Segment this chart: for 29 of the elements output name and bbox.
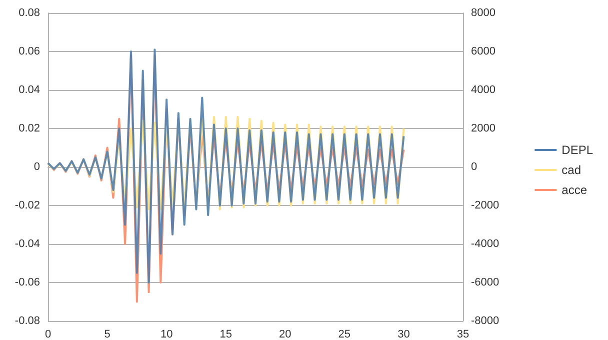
legend-label: DEPL xyxy=(562,143,594,157)
y2-tick-label: -6000 xyxy=(471,276,500,288)
x-tick-label: 20 xyxy=(279,328,292,340)
y2-tick-label: 4000 xyxy=(471,84,496,96)
x-tick-label: 25 xyxy=(338,328,351,340)
legend-label: cad xyxy=(562,163,582,177)
y-tick-label: 0.06 xyxy=(18,46,40,58)
y2-tick-label: -4000 xyxy=(471,238,500,250)
y-tick-label: 0 xyxy=(34,161,40,173)
x-tick-label: 15 xyxy=(220,328,232,340)
y-tick-label: 0.04 xyxy=(18,84,40,96)
y-tick-label: -0.02 xyxy=(14,200,40,212)
y2-tick-label: 2000 xyxy=(471,122,496,134)
y2-tick-label: 0 xyxy=(471,161,478,173)
y-tick-label: -0.08 xyxy=(14,315,40,327)
y2-tick-label: -8000 xyxy=(471,315,500,327)
x-tick-label: 0 xyxy=(44,328,52,340)
x-tick-label: 5 xyxy=(104,328,110,340)
y-tick-label: -0.04 xyxy=(14,238,40,250)
y2-tick-label: -2000 xyxy=(471,200,500,212)
x-tick-label: 35 xyxy=(456,328,470,340)
y2-tick-label: 8000 xyxy=(471,7,496,19)
y-tick-label: -0.06 xyxy=(14,276,40,288)
x-tick-label: 10 xyxy=(160,328,173,340)
y-tick-label: 0.02 xyxy=(18,122,40,134)
y-tick-label: 0.08 xyxy=(18,7,40,19)
x-tick-label: 30 xyxy=(398,328,410,340)
y2-tick-label: 6000 xyxy=(471,46,496,58)
legend-label: acce xyxy=(562,183,588,197)
